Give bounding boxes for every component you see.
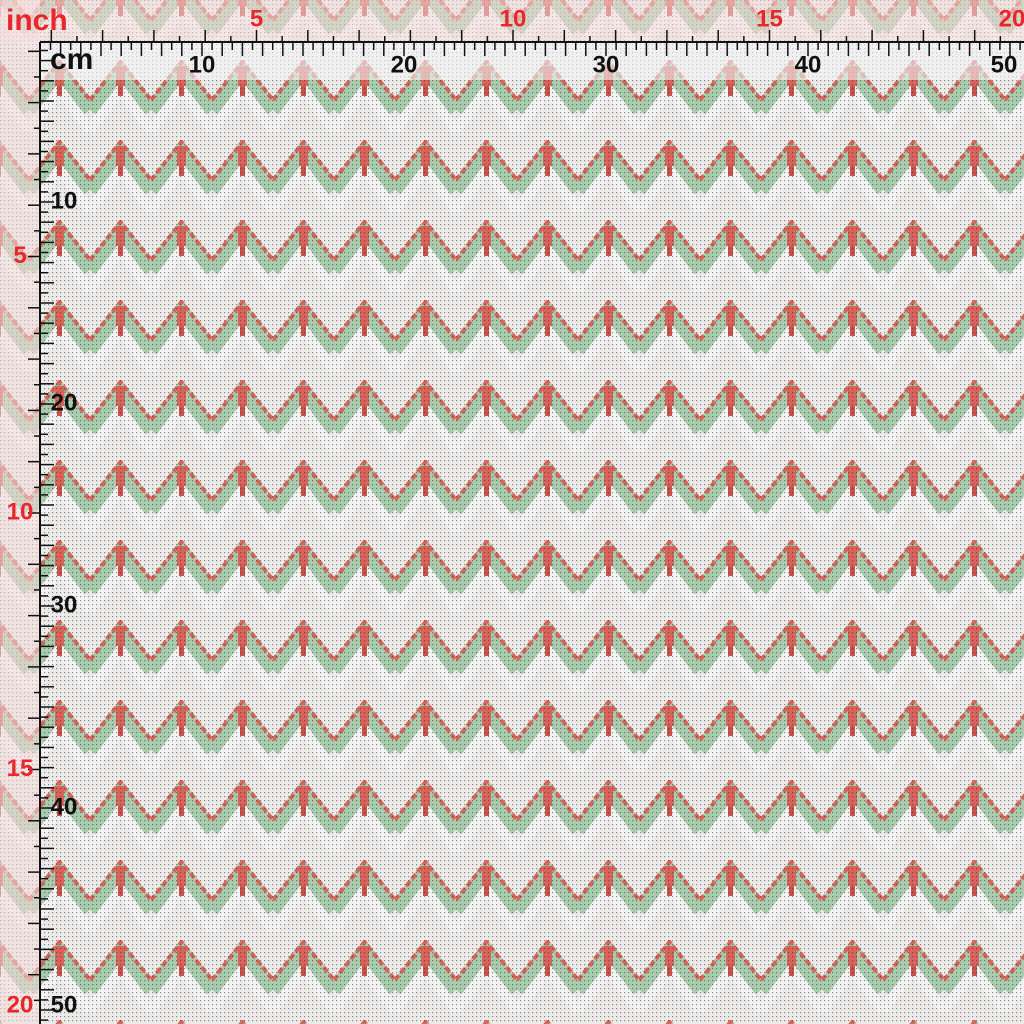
inch-label: 15 [7,755,34,782]
inch-band [0,0,1024,42]
inch-label: 10 [500,5,527,32]
cm-label: 10 [51,187,78,214]
cm-label: 10 [189,51,216,78]
inch-label: 10 [7,498,34,525]
cm-label: 50 [51,991,78,1018]
inch-label: 20 [999,5,1024,32]
cm-label: 50 [991,51,1018,78]
inch-label: 5 [13,242,26,269]
cm-unit: cm [50,43,93,76]
inch-label: 20 [7,991,34,1018]
cm-label: 30 [593,51,620,78]
cm-label: 40 [795,51,822,78]
ruler-ticks [28,30,1021,1021]
cm-label: 30 [51,591,78,618]
inch-band-left [0,0,40,1024]
cm-label: 20 [391,51,418,78]
inch-label: 15 [756,5,783,32]
inch-label: 5 [250,5,263,32]
cm-band [40,42,1024,80]
cm-label: 20 [51,389,78,416]
inch-unit: inch [6,4,68,37]
cm-label: 40 [51,793,78,820]
